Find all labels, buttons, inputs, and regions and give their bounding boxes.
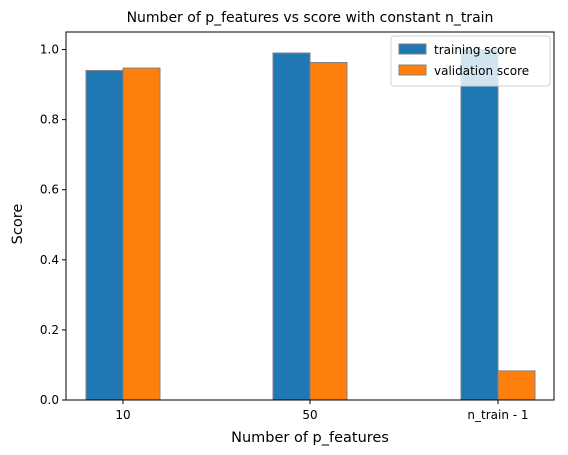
- x-axis-ticks: 10 50 n_train - 1: [115, 400, 529, 422]
- x-tick-label: 50: [302, 408, 317, 422]
- bar-validation-1: [309, 61, 348, 401]
- bar-training-1: [272, 52, 311, 401]
- legend-swatch: [398, 64, 427, 76]
- plot-area-frame: [65, 31, 555, 401]
- legend: training score validation score: [390, 35, 551, 87]
- legend-label: validation score: [434, 64, 529, 78]
- bar-validation-2: [497, 370, 536, 401]
- bars-group: [85, 49, 536, 401]
- bar-training-0: [85, 70, 124, 401]
- x-tick-label: 10: [115, 408, 130, 422]
- y-axis-ticks: 0.0 0.2 0.4 0.6 0.8 1.0: [40, 43, 66, 407]
- chart-title: Number of p_features vs score with const…: [127, 10, 494, 26]
- y-tick-label: 0.8: [40, 113, 59, 127]
- bar-training-2: [460, 49, 499, 401]
- bar-validation-0: [122, 67, 161, 401]
- y-tick-label: 1.0: [40, 43, 59, 57]
- y-tick-label: 0.2: [40, 323, 59, 337]
- legend-label: training score: [434, 43, 517, 57]
- legend-box: [390, 35, 551, 87]
- y-tick-label: 0.0: [40, 393, 59, 407]
- x-axis-label: Number of p_features: [231, 430, 389, 446]
- y-axis-label: Score: [10, 204, 26, 245]
- y-tick-label: 0.4: [40, 253, 59, 267]
- y-tick-label: 0.6: [40, 183, 59, 197]
- x-tick-label: n_train - 1: [467, 408, 528, 422]
- legend-swatch: [398, 43, 427, 55]
